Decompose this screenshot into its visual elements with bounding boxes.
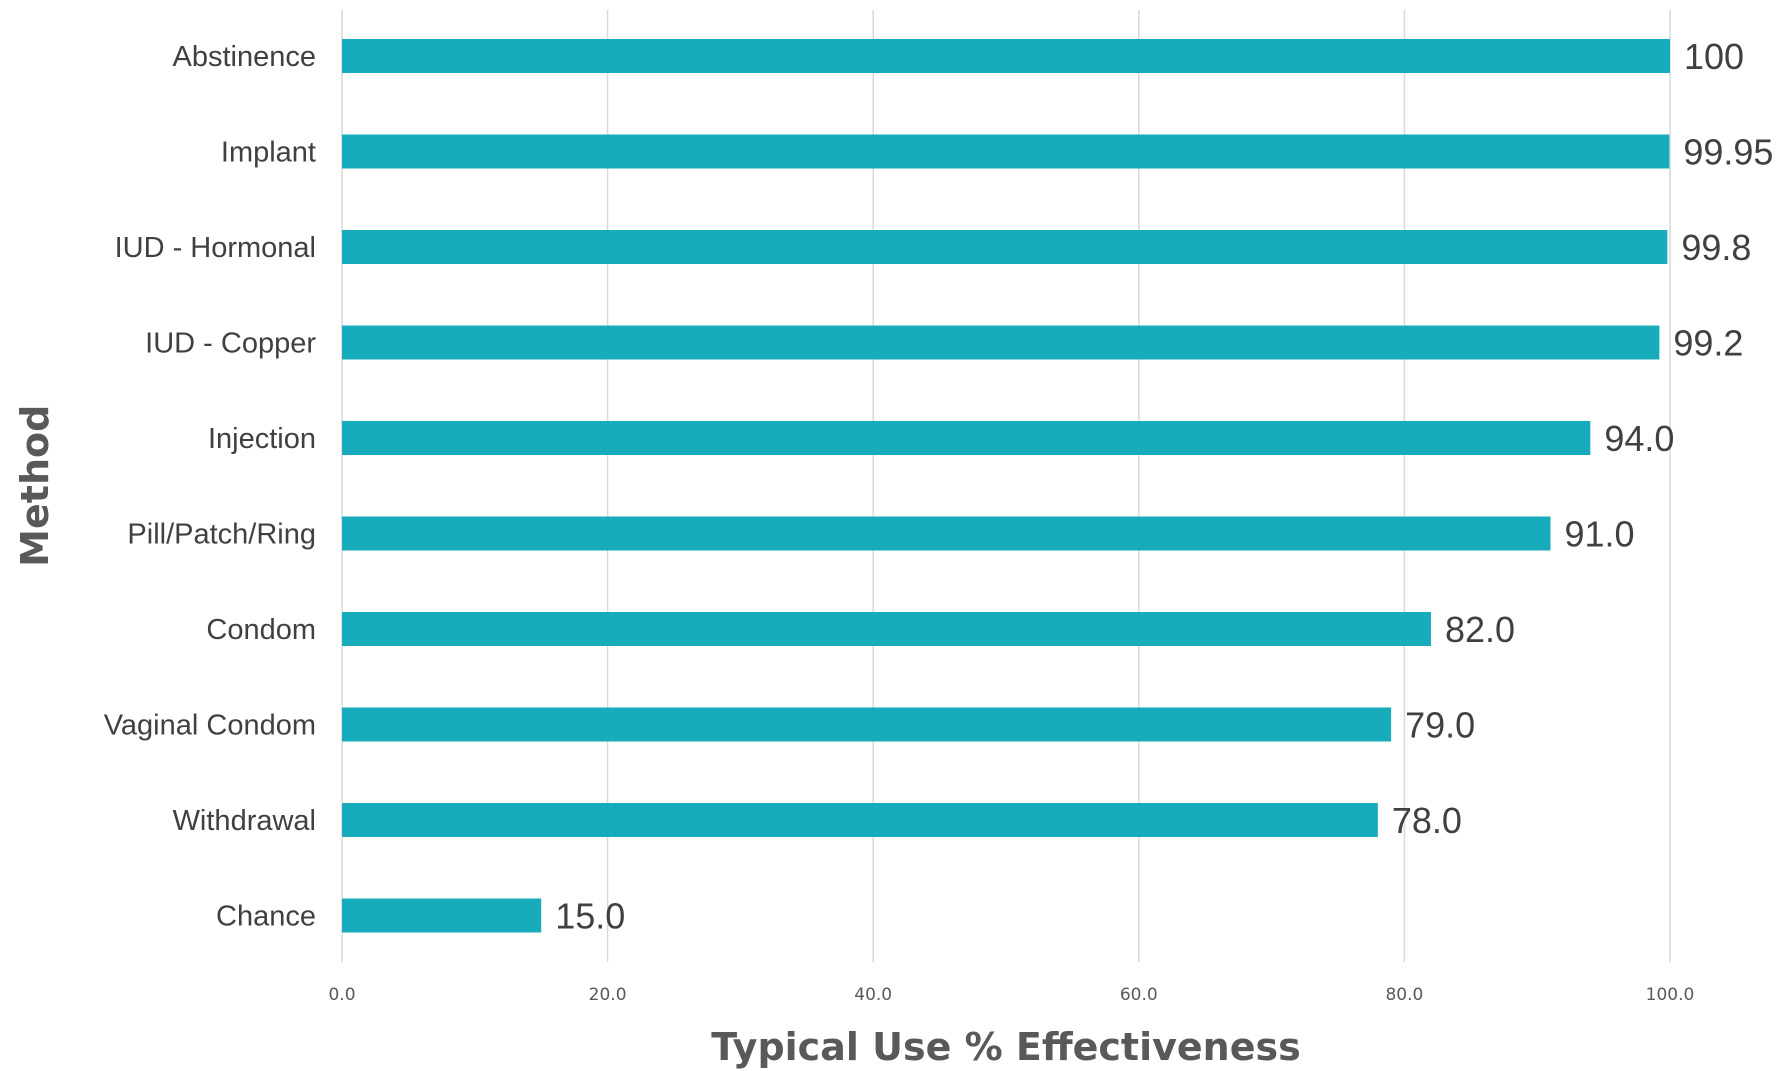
data-label: 15.0 xyxy=(555,896,625,937)
bars xyxy=(342,39,1670,933)
x-tick-label: 80.0 xyxy=(1385,985,1423,1005)
data-label: 79.0 xyxy=(1405,705,1475,746)
x-tick-label: 0.0 xyxy=(328,985,355,1005)
data-label: 99.95 xyxy=(1683,132,1773,173)
x-tick-labels: 0.0 20.0 40.0 60.0 80.0 100.0 xyxy=(328,985,1694,1005)
data-label: 82.0 xyxy=(1445,609,1515,650)
bar xyxy=(342,39,1670,73)
bar xyxy=(342,898,542,933)
category-label: IUD - Copper xyxy=(145,328,316,360)
bar xyxy=(342,707,1392,742)
category-label: Pill/Patch/Ring xyxy=(127,519,316,551)
category-label: IUD - Hormonal xyxy=(115,232,316,264)
bar xyxy=(342,325,1660,360)
data-label: 94.0 xyxy=(1604,418,1674,459)
category-labels: Abstinence Implant IUD - Hormonal IUD - Cop… xyxy=(104,41,317,933)
x-tick-label: 60.0 xyxy=(1120,985,1158,1005)
bar xyxy=(342,134,1670,169)
x-tick-label: 40.0 xyxy=(854,985,892,1005)
bar xyxy=(342,421,1591,455)
category-label: Vaginal Condom xyxy=(104,710,316,742)
data-label: 78.0 xyxy=(1392,800,1462,841)
bar xyxy=(342,612,1431,646)
category-label: Implant xyxy=(221,137,316,169)
data-label: 99.2 xyxy=(1673,323,1743,364)
x-tick-label: 20.0 xyxy=(589,985,627,1005)
data-label: 100 xyxy=(1684,36,1744,77)
category-label: Withdrawal xyxy=(173,805,316,837)
value-labels: 100 99.95 99.8 99.2 94.0 91.0 82.0 79.0 78.0 15.0 xyxy=(555,36,1773,937)
bar xyxy=(342,230,1668,264)
category-label: Injection xyxy=(208,423,316,455)
category-label: Condom xyxy=(206,614,316,646)
category-label: Abstinence xyxy=(173,41,317,73)
bar xyxy=(342,516,1551,551)
x-axis-title: Typical Use % Effectiveness xyxy=(711,1025,1300,1069)
data-label: 99.8 xyxy=(1681,227,1751,268)
category-label: Chance xyxy=(216,901,316,933)
x-tick-label: 100.0 xyxy=(1646,985,1695,1005)
data-label: 91.0 xyxy=(1564,514,1634,555)
bar xyxy=(342,803,1378,837)
y-axis-title: Method xyxy=(13,405,57,567)
